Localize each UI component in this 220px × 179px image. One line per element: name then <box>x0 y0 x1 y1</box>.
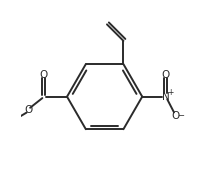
Text: −: − <box>177 111 184 120</box>
Text: +: + <box>167 88 173 97</box>
Text: O: O <box>172 111 180 121</box>
Text: O: O <box>40 70 48 80</box>
Text: O: O <box>24 105 32 115</box>
Text: N: N <box>162 92 169 102</box>
Text: O: O <box>161 70 170 80</box>
